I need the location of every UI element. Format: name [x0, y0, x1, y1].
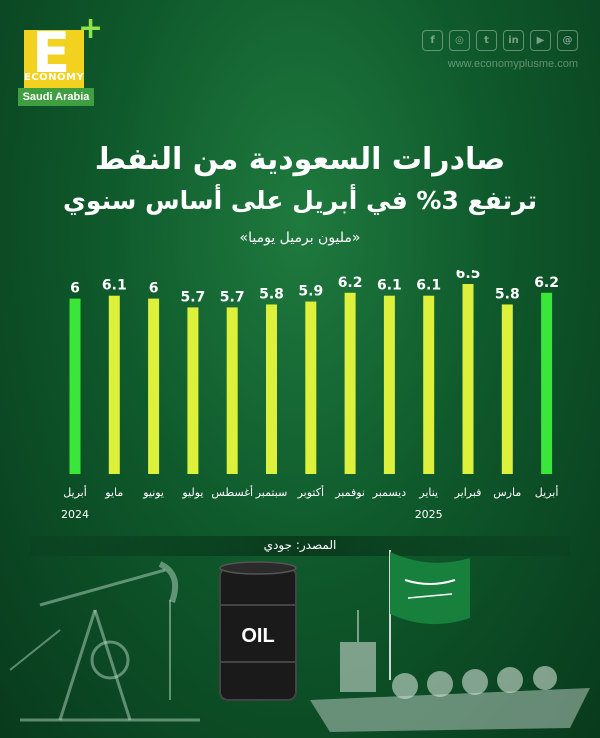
twitter-icon[interactable]: t [476, 30, 497, 51]
bar [187, 307, 199, 474]
social-links: f ◎ t in ▶ @ [422, 30, 578, 51]
bar [148, 298, 160, 474]
category-label: يوليو [181, 486, 203, 499]
bar [305, 301, 317, 474]
category-label: يناير [418, 486, 438, 499]
bar-value-label: 6.5 [456, 270, 481, 282]
bar [423, 295, 435, 474]
bar-chart: 6 أبريل 6.1 مايو 6 يونيو 5.7 يوليو 5.7 أغسطس 5.8 سب… [61, 270, 559, 521]
bar [69, 298, 81, 474]
bar-value-label: 5.7 [180, 289, 205, 305]
bar-value-label: 6.2 [534, 275, 559, 291]
brand-logo: E + ECONOMY Saudi Arabia [18, 14, 103, 114]
category-label: أكتوبر [297, 485, 324, 499]
bar [226, 307, 238, 474]
oil-pump-jacks [9, 561, 200, 722]
barrel-label: OIL [241, 625, 274, 647]
category-label: ديسمبر [372, 486, 407, 499]
threads-icon[interactable]: @ [557, 30, 578, 51]
logo-plus-icon: + [78, 11, 104, 46]
source-band [30, 536, 570, 556]
bar [383, 295, 395, 474]
year-label: 2025 [415, 508, 443, 521]
category-label: يونيو [142, 486, 164, 499]
saudi-flag [389, 550, 470, 680]
bar [541, 292, 553, 474]
website-url[interactable]: www.economyplusme.com [447, 58, 578, 70]
logo-region: Saudi Arabia [18, 88, 94, 106]
bar-value-label: 6.1 [416, 278, 441, 294]
bar-value-label: 6 [149, 281, 159, 297]
instagram-icon[interactable]: ◎ [449, 30, 470, 51]
bar [462, 284, 474, 474]
youtube-icon[interactable]: ▶ [530, 30, 551, 51]
bar [108, 295, 120, 474]
oil-barrel: OIL [219, 561, 297, 701]
logo-letter: E [32, 21, 71, 86]
logo-square [24, 30, 84, 88]
linkedin-icon[interactable]: in [503, 30, 524, 51]
category-label: أغسطس [211, 485, 253, 499]
bar [344, 292, 356, 474]
category-label: فبراير [454, 486, 482, 499]
bar-value-label: 5.8 [259, 286, 284, 302]
logo-wordmark: ECONOMY [24, 72, 85, 83]
category-label: مارس [493, 486, 521, 499]
bar-value-label: 6.2 [338, 275, 363, 291]
category-label: أبريل [63, 485, 87, 499]
chart-title: صادرات السعودية من النفط [94, 142, 506, 177]
chart-subtitle: ترتفع 3% في أبريل على أساس سنوي [63, 186, 537, 215]
category-label: نوفمبر [334, 486, 365, 499]
bar-value-label: 5.7 [220, 289, 245, 305]
facebook-icon[interactable]: f [422, 30, 443, 51]
source-note: المصدر: جودي [263, 538, 337, 552]
oil-tanker-ship [310, 610, 590, 732]
chart-unit: «مليون برميل يوميا» [239, 230, 361, 246]
bar-value-label: 5.8 [495, 286, 520, 302]
bar-value-label: 5.9 [298, 284, 323, 300]
bar-value-label: 6 [70, 281, 80, 297]
bar [266, 304, 277, 474]
category-label: أبريل [535, 485, 559, 499]
bar [501, 304, 513, 474]
oil-scene-illustration: OIL [9, 550, 590, 732]
category-label: مايو [104, 486, 123, 499]
year-label: 2024 [61, 508, 89, 521]
category-label: سبتمبر [255, 486, 288, 499]
bar-value-label: 6.1 [377, 278, 402, 294]
bar-value-label: 6.1 [102, 278, 127, 294]
